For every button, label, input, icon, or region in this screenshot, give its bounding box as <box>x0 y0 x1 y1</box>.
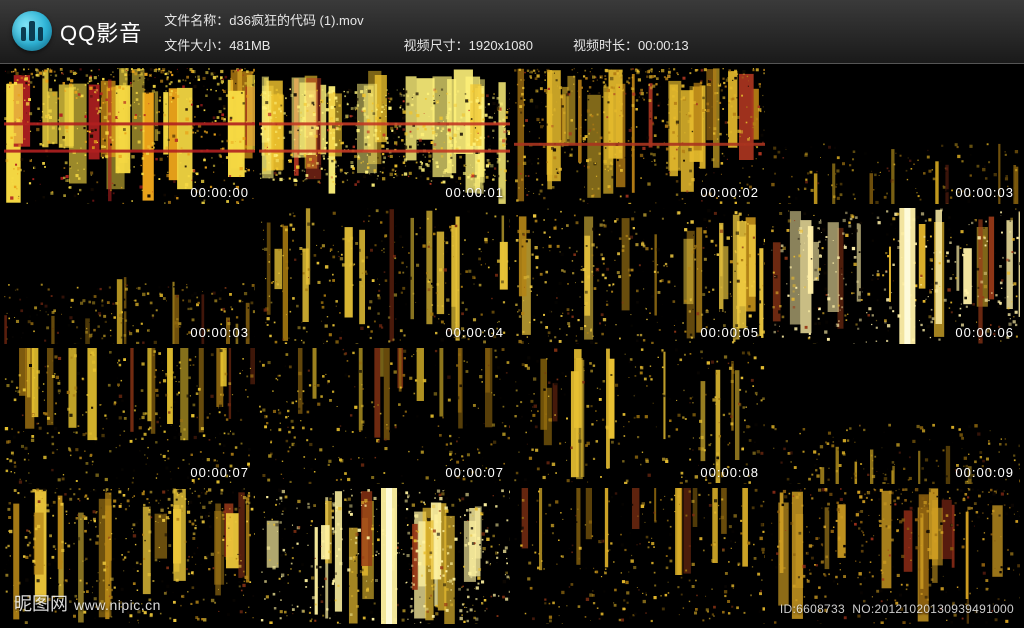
file-info: 文件名称：d36疯狂的代码 (1).mov 文件大小：481MB 视频尺寸：19… <box>164 10 688 54</box>
thumbnail[interactable]: 00:00:00 <box>4 68 255 204</box>
duration-label: 视频时长： <box>573 38 638 53</box>
thumbnail[interactable]: 00:00:07 <box>4 348 255 484</box>
file-size-label: 文件大小： <box>164 38 229 53</box>
thumbnail-timestamp: 00:00:01 <box>445 185 504 200</box>
meta-id-value: 6608733 <box>796 602 845 616</box>
qq-player-icon <box>12 11 54 53</box>
watermark-brand: 昵图网 <box>14 590 68 616</box>
meta-no-value: 20121020130939491000 <box>875 602 1014 616</box>
file-name-pair: 文件名称：d36疯狂的代码 (1).mov <box>164 10 363 29</box>
dimensions-value: 1920x1080 <box>469 38 533 53</box>
thumbnail[interactable]: 00:00:04 <box>259 208 510 344</box>
dimensions-label: 视频尺寸： <box>404 38 469 53</box>
thumbnail-timestamp: 00:00:08 <box>700 465 759 480</box>
thumbnail[interactable] <box>259 488 510 624</box>
duration-value: 00:00:13 <box>638 38 689 53</box>
app-brand-text: QQ影音 <box>60 16 142 48</box>
meta-id-label: ID <box>780 602 793 616</box>
file-size-pair: 文件大小：481MB <box>164 35 363 54</box>
thumbnail[interactable]: 00:00:03 <box>769 68 1020 204</box>
thumbnail-timestamp: 00:00:06 <box>955 325 1014 340</box>
dimensions-pair: 视频尺寸：1920x1080 <box>404 35 533 54</box>
thumbnail[interactable]: 00:00:03 <box>4 208 255 344</box>
thumbnail[interactable] <box>514 488 765 624</box>
thumbnail[interactable]: 00:00:06 <box>769 208 1020 344</box>
thumbnail-timestamp: 00:00:03 <box>955 185 1014 200</box>
thumbnail-timestamp: 00:00:07 <box>190 465 249 480</box>
thumbnail-timestamp: 00:00:07 <box>445 465 504 480</box>
duration-pair: 视频时长：00:00:13 <box>573 35 689 54</box>
thumbnail[interactable]: 00:00:08 <box>514 348 765 484</box>
thumbnail-timestamp: 00:00:00 <box>190 185 249 200</box>
thumbnail-timestamp: 00:00:05 <box>700 325 759 340</box>
thumbnail-timestamp: 00:00:03 <box>190 325 249 340</box>
thumbnail[interactable]: 00:00:09 <box>769 348 1020 484</box>
watermark: 昵图网 www.nipic.cn <box>14 590 161 616</box>
header-bar: QQ影音 文件名称：d36疯狂的代码 (1).mov 文件大小：481MB 视频… <box>0 0 1024 64</box>
watermark-url: www.nipic.cn <box>74 597 161 613</box>
thumbnail-timestamp: 00:00:02 <box>700 185 759 200</box>
thumbnail[interactable]: 00:00:07 <box>259 348 510 484</box>
thumbnail-timestamp: 00:00:04 <box>445 325 504 340</box>
image-id-meta: ID:6608733 NO:20121020130939491000 <box>780 602 1014 616</box>
file-size-value: 481MB <box>229 38 270 53</box>
meta-no-label: NO <box>852 602 871 616</box>
file-name-label: 文件名称： <box>164 13 229 28</box>
thumbnail[interactable]: 00:00:05 <box>514 208 765 344</box>
thumbnail-timestamp: 00:00:09 <box>955 465 1014 480</box>
thumbnail-grid: 00:00:00 00:00:01 00:00:02 00:00:03 00:00:03… <box>0 64 1024 628</box>
app-logo: QQ影音 <box>12 11 142 53</box>
thumbnail[interactable]: 00:00:02 <box>514 68 765 204</box>
thumbnail[interactable]: 00:00:01 <box>259 68 510 204</box>
file-name-value: d36疯狂的代码 (1).mov <box>229 13 363 28</box>
